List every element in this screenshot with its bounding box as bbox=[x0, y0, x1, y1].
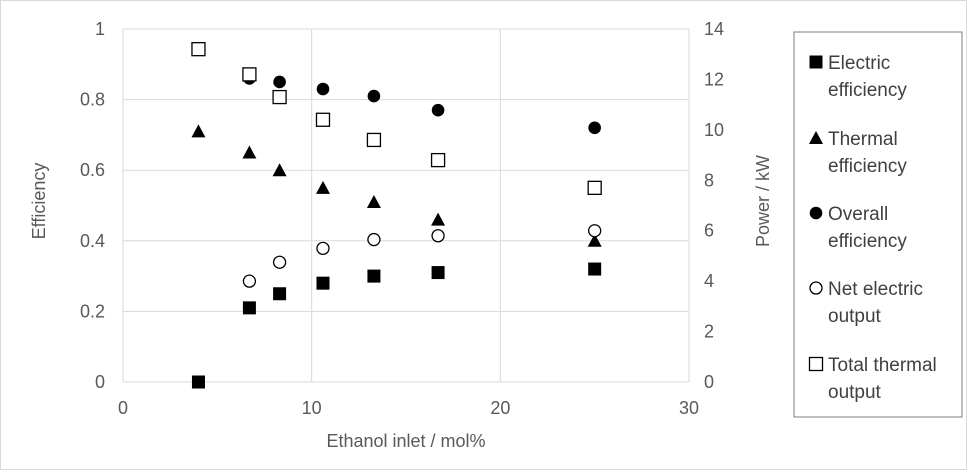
y2-tick-label: 14 bbox=[704, 19, 724, 39]
point-net-electric-output bbox=[588, 224, 602, 238]
y-tick-label: 1 bbox=[95, 19, 105, 39]
x-axis-title: Ethanol inlet / mol% bbox=[326, 431, 485, 451]
x-tick-label: 30 bbox=[679, 398, 699, 418]
point-total-thermal-output bbox=[315, 112, 331, 127]
y2-tick-label: 6 bbox=[704, 221, 714, 241]
legend-box bbox=[793, 31, 963, 418]
y-tick-label: 0.4 bbox=[80, 231, 105, 251]
point-total-thermal-output bbox=[242, 67, 257, 82]
legend: Electric efficiency Thermal efficiency Overa… bbox=[793, 31, 963, 418]
grid bbox=[122, 28, 690, 383]
legend-marker-net-electric-output bbox=[809, 281, 823, 295]
y-tick-label: 0.8 bbox=[80, 90, 105, 110]
y2-axis-ticks: 0 2 4 6 8 10 12 14 bbox=[704, 19, 724, 392]
point-thermal-efficiency bbox=[272, 163, 287, 177]
point-electric-efficiency bbox=[273, 287, 287, 301]
point-overall-efficiency bbox=[431, 103, 445, 117]
point-thermal-efficiency bbox=[587, 233, 602, 247]
point-overall-efficiency bbox=[273, 75, 286, 89]
y2-tick-label: 10 bbox=[704, 120, 724, 140]
x-tick-label: 0 bbox=[118, 398, 128, 418]
point-electric-efficiency bbox=[316, 276, 330, 290]
point-electric-efficiency bbox=[588, 262, 602, 276]
point-thermal-efficiency bbox=[366, 194, 381, 208]
y2-tick-label: 2 bbox=[704, 322, 714, 342]
legend-label-net-electric-output: output bbox=[828, 306, 882, 327]
legend-label-electric-efficiency: Electric bbox=[828, 53, 890, 74]
x-tick-label: 10 bbox=[302, 398, 322, 418]
x-tick-label: 20 bbox=[490, 398, 510, 418]
y-tick-label: 0 bbox=[95, 372, 105, 392]
legend-label-overall-efficiency: efficiency bbox=[828, 231, 907, 252]
legend-marker-thermal-efficiency bbox=[809, 131, 823, 144]
point-net-electric-output bbox=[367, 232, 381, 247]
y2-tick-label: 12 bbox=[704, 69, 724, 89]
point-total-thermal-output bbox=[587, 180, 602, 196]
point-total-thermal-output bbox=[366, 132, 382, 148]
y2-axis-title: Power / kW bbox=[753, 155, 773, 247]
point-overall-efficiency bbox=[588, 121, 601, 135]
legend-marker-electric-efficiency bbox=[809, 55, 823, 69]
legend-marker-total-thermal-output bbox=[808, 356, 824, 372]
y-tick-label: 0.2 bbox=[80, 301, 105, 321]
legend-label-electric-efficiency: efficiency bbox=[828, 80, 907, 101]
point-overall-efficiency bbox=[316, 82, 330, 96]
point-electric-efficiency bbox=[191, 375, 205, 389]
point-net-electric-output bbox=[431, 229, 445, 243]
legend-label-thermal-efficiency: Thermal bbox=[828, 129, 898, 150]
y2-tick-label: 0 bbox=[704, 372, 714, 392]
legend-label-overall-efficiency: Overall bbox=[828, 204, 888, 225]
y2-tick-label: 4 bbox=[704, 271, 714, 291]
point-thermal-efficiency bbox=[242, 145, 257, 159]
point-total-thermal-output bbox=[191, 42, 206, 57]
legend-label-total-thermal-output: output bbox=[828, 382, 882, 403]
y-axis-ticks: 0 0.2 0.4 0.6 0.8 1 bbox=[80, 19, 105, 392]
data-markers bbox=[191, 42, 602, 389]
y-tick-label: 0.6 bbox=[80, 160, 105, 180]
legend-label-total-thermal-output: Total thermal bbox=[828, 355, 937, 376]
point-total-thermal-output bbox=[272, 89, 287, 105]
point-electric-efficiency bbox=[242, 301, 256, 315]
point-thermal-efficiency bbox=[191, 124, 206, 138]
x-axis-ticks: 0 10 20 30 bbox=[118, 398, 699, 418]
legend-marker-overall-efficiency bbox=[809, 206, 823, 220]
point-net-electric-output bbox=[272, 255, 287, 269]
y-axis-title: Efficiency bbox=[29, 163, 49, 240]
legend-label-thermal-efficiency: efficiency bbox=[828, 156, 907, 177]
point-net-electric-output bbox=[242, 274, 257, 288]
point-thermal-efficiency bbox=[431, 212, 446, 226]
point-thermal-efficiency bbox=[315, 180, 330, 194]
point-overall-efficiency bbox=[367, 89, 381, 103]
legend-label-net-electric-output: Net electric bbox=[828, 279, 923, 300]
point-net-electric-output bbox=[316, 241, 330, 256]
point-electric-efficiency bbox=[431, 266, 445, 280]
point-total-thermal-output bbox=[430, 152, 446, 168]
point-electric-efficiency bbox=[367, 269, 381, 283]
y2-tick-label: 8 bbox=[704, 170, 714, 190]
